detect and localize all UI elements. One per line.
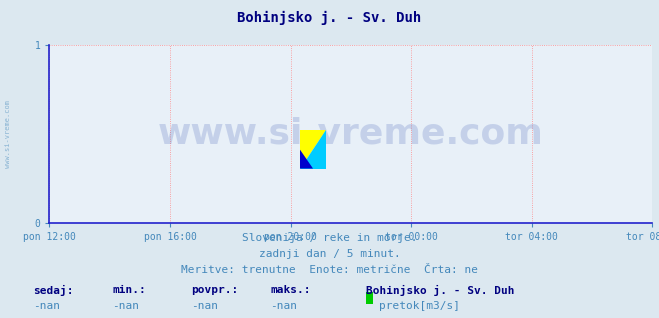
- Text: Bohinjsko j. - Sv. Duh: Bohinjsko j. - Sv. Duh: [237, 11, 422, 25]
- Polygon shape: [300, 130, 326, 169]
- Polygon shape: [300, 130, 326, 169]
- Text: -nan: -nan: [33, 301, 60, 310]
- Text: Meritve: trenutne  Enote: metrične  Črta: ne: Meritve: trenutne Enote: metrične Črta: …: [181, 265, 478, 274]
- Text: maks.:: maks.:: [270, 285, 310, 294]
- Text: -nan: -nan: [112, 301, 139, 310]
- Text: www.si-vreme.com: www.si-vreme.com: [5, 100, 11, 168]
- Text: min.:: min.:: [112, 285, 146, 294]
- Text: www.si-vreme.com: www.si-vreme.com: [158, 117, 544, 150]
- Polygon shape: [300, 149, 313, 169]
- Text: -nan: -nan: [270, 301, 297, 310]
- Text: sedaj:: sedaj:: [33, 285, 73, 296]
- Text: povpr.:: povpr.:: [191, 285, 239, 294]
- Text: -nan: -nan: [191, 301, 218, 310]
- Text: Slovenija / reke in morje.: Slovenija / reke in morje.: [242, 233, 417, 243]
- Text: pretok[m3/s]: pretok[m3/s]: [379, 301, 460, 310]
- Text: zadnji dan / 5 minut.: zadnji dan / 5 minut.: [258, 249, 401, 259]
- Text: Bohinjsko j. - Sv. Duh: Bohinjsko j. - Sv. Duh: [366, 285, 514, 296]
